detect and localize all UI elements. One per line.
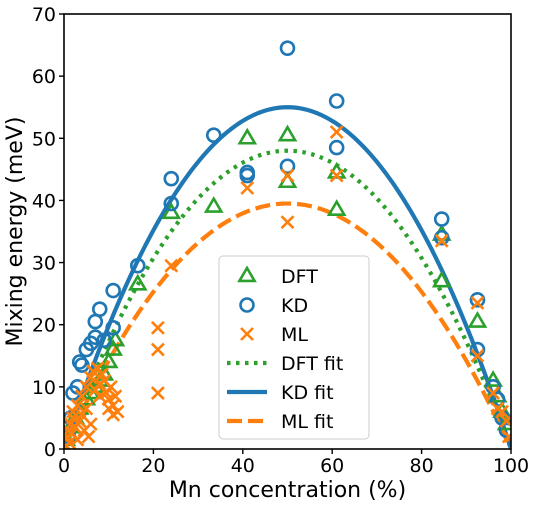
kd-point (87, 313, 104, 330)
dft-point (326, 199, 347, 217)
kd-point (205, 127, 222, 143)
kd-point (239, 167, 256, 184)
ml-point (329, 168, 344, 183)
legend-label: KD (281, 295, 308, 317)
kd-point (279, 40, 296, 56)
kd-point (105, 320, 121, 336)
dft-point (237, 127, 258, 145)
kd-point (96, 332, 113, 349)
axis-ticks: 0 20 40 60 80 100 0 10 20 30 40 50 60 70 (32, 4, 529, 477)
ml-point (79, 401, 94, 416)
y-axis-label: Mixing energy (meV) (3, 117, 28, 347)
y-tick-label: 20 (32, 315, 56, 337)
dft-point (277, 124, 298, 142)
ml-point (280, 168, 295, 183)
ml-fit-curve (64, 201, 511, 449)
legend: DFT KD ML DFT fit KD fit ML fit (218, 255, 370, 440)
dft-fit-curve (64, 148, 511, 449)
ml-point (434, 233, 449, 248)
ml-point (470, 348, 485, 363)
ml-point (74, 389, 89, 404)
kd-point (279, 158, 296, 175)
y-tick-label: 10 (32, 377, 56, 399)
ml-point (486, 386, 501, 400)
x-tick-label: 40 (231, 455, 255, 477)
y-tick-label: 60 (32, 66, 56, 88)
kd-point (163, 170, 180, 187)
kd-point (91, 301, 108, 317)
dft-point (467, 311, 488, 328)
dft-point (203, 196, 224, 213)
ml-point (164, 258, 179, 273)
kd-point (87, 329, 104, 345)
ml-point (104, 379, 118, 394)
x-axis-label: Mn concentration (%) (169, 478, 406, 503)
ml-point (108, 389, 123, 404)
ml-point (64, 435, 77, 449)
dft-point (483, 370, 503, 387)
ml-point (495, 404, 509, 419)
ml-series (64, 125, 511, 449)
ml-point (150, 386, 165, 400)
y-tick-label: 0 (44, 439, 56, 461)
x-tick-label: 0 (58, 455, 70, 477)
ml-point (70, 398, 85, 413)
dft-point (98, 351, 119, 369)
y-tick-label: 30 (32, 253, 56, 275)
ml-point (79, 379, 94, 394)
dft-point (103, 339, 124, 356)
ml-point (329, 125, 344, 139)
kd-point (328, 139, 345, 156)
legend-label: ML (281, 324, 308, 346)
kd-point (163, 195, 180, 212)
legend-label: DFT (281, 266, 318, 288)
x-tick-label: 100 (493, 455, 529, 477)
kd-point (433, 229, 450, 246)
dft-point (431, 270, 452, 288)
y-tick-label: 40 (32, 190, 56, 212)
ml-point (81, 429, 96, 444)
ml-point (470, 296, 485, 310)
ml-point (150, 342, 165, 357)
ml-point (150, 320, 165, 335)
kd-point (498, 422, 511, 439)
kd-point (105, 282, 121, 299)
legend-label: ML fit (281, 411, 333, 433)
legend-kd-marker (239, 297, 255, 313)
legend-ml-marker (240, 327, 254, 341)
ml-point (110, 404, 125, 419)
ml-point (70, 432, 85, 447)
dft-point (127, 273, 148, 291)
plot-frame (63, 13, 512, 450)
dft-point (161, 202, 182, 220)
legend-label: DFT fit (281, 353, 343, 375)
kd-point (129, 257, 146, 274)
kd-point (328, 93, 345, 109)
legend-label: KD fit (281, 382, 334, 404)
y-tick-label: 70 (32, 4, 56, 26)
ml-point (83, 417, 98, 432)
kd-point (469, 292, 486, 308)
y-tick-label: 50 (32, 128, 56, 150)
data-layer (64, 40, 511, 449)
ml-point (240, 181, 255, 195)
kd-point (433, 211, 450, 227)
x-tick-label: 20 (141, 455, 165, 477)
x-tick-label: 80 (410, 455, 434, 477)
legend-dft-marker (237, 265, 257, 283)
x-tick-label: 60 (320, 455, 344, 477)
ml-point (280, 215, 295, 230)
ml-point (501, 429, 511, 444)
